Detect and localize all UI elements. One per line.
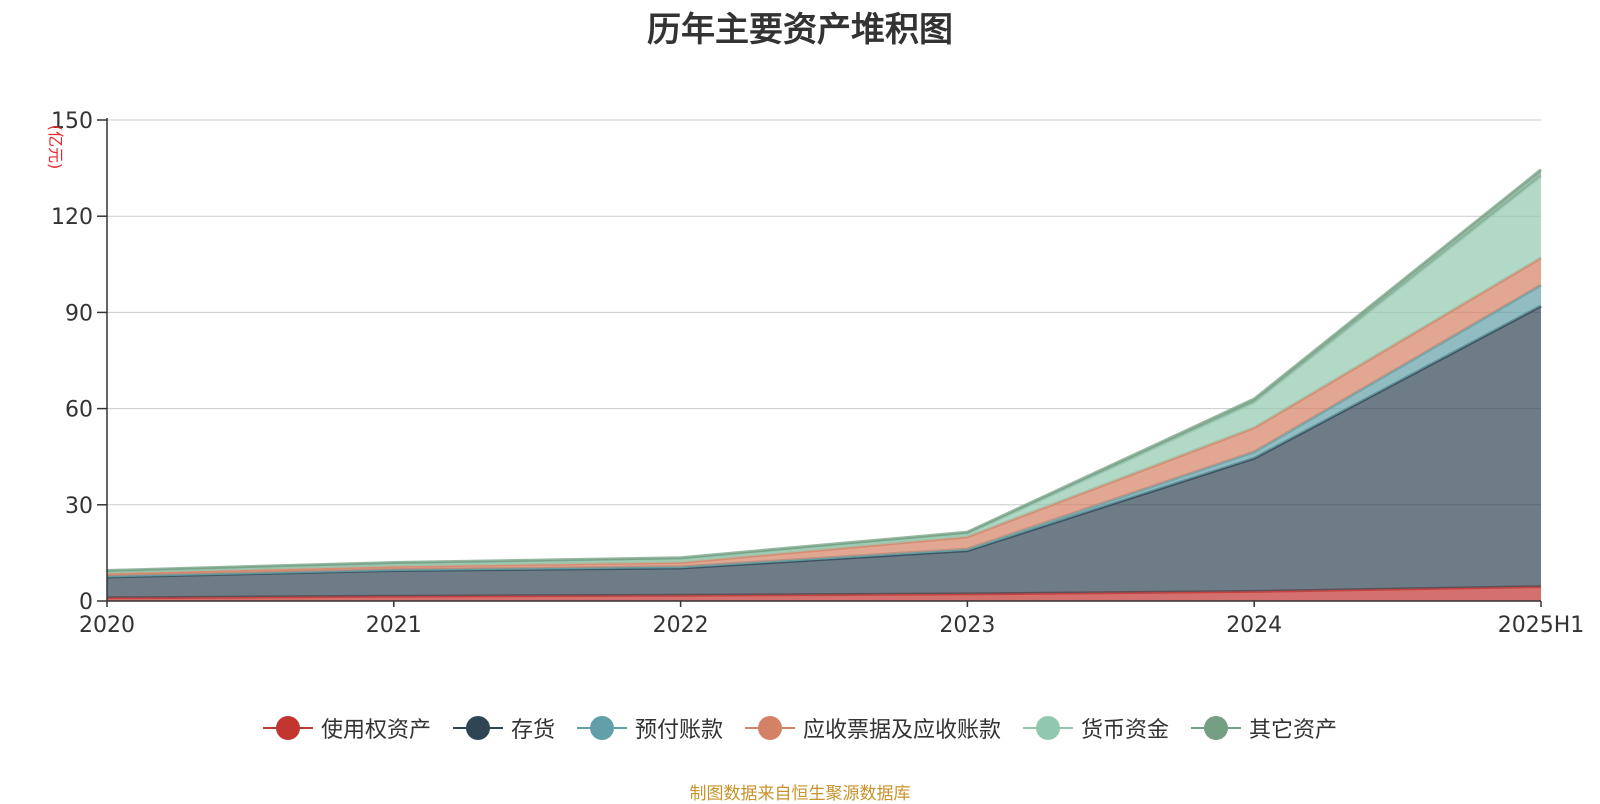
legend-item-5[interactable]: 货币资金 bbox=[1023, 712, 1169, 744]
legend-label: 预付账款 bbox=[634, 718, 723, 743]
y-tick-label-1: 30 bbox=[65, 494, 93, 519]
legend-label: 存货 bbox=[510, 718, 555, 743]
legend-label: 其它资产 bbox=[1249, 718, 1338, 743]
area-line-6 bbox=[106, 168, 1542, 572]
x-tick-label-0: 2020 bbox=[79, 613, 135, 638]
legend-marker-icon bbox=[262, 715, 313, 741]
area-series bbox=[106, 168, 1542, 601]
y-axis-unit-label: (亿元) bbox=[46, 125, 65, 170]
y-tick-label-4: 120 bbox=[51, 205, 93, 230]
x-tick-label-1: 2021 bbox=[366, 613, 422, 638]
y-tick-label-3: 90 bbox=[65, 301, 93, 326]
y-tick-label-0: 0 bbox=[79, 590, 93, 615]
tick-labels: 0 30 60 90 120 150 2020 2021 2022 2023 2024 2025H1 bbox=[51, 109, 1584, 638]
axes bbox=[97, 118, 1542, 607]
legend-item-3[interactable]: 预付账款 bbox=[576, 712, 723, 744]
legend: 使用权资产 存货 预付账款 应收票据及应收账款 货币资金 其它资产 bbox=[0, 712, 1600, 744]
x-tick-label-3: 2023 bbox=[939, 613, 995, 638]
legend-label: 使用权资产 bbox=[320, 718, 431, 743]
y-tick-label-5: 150 bbox=[51, 109, 93, 134]
legend-marker-icon bbox=[1023, 715, 1074, 741]
legend-marker-icon bbox=[576, 715, 627, 741]
legend-item-6[interactable]: 其它资产 bbox=[1191, 712, 1337, 744]
chart-title: 历年主要资产堆积图 bbox=[647, 10, 953, 50]
source-note: 制图数据来自恒生聚源数据库 bbox=[689, 784, 911, 804]
legend-marker-icon bbox=[745, 715, 795, 741]
x-tick-label-5: 2025H1 bbox=[1498, 613, 1585, 638]
legend-marker-icon bbox=[1191, 715, 1242, 741]
legend-marker-icon bbox=[452, 715, 503, 741]
area-2 bbox=[107, 306, 1541, 598]
legend-label: 货币资金 bbox=[1081, 718, 1170, 743]
legend-item-1[interactable]: 使用权资产 bbox=[262, 712, 431, 744]
x-tick-label-4: 2024 bbox=[1226, 613, 1282, 638]
legend-item-2[interactable]: 存货 bbox=[452, 712, 555, 744]
x-tick-label-2: 2022 bbox=[653, 613, 709, 638]
y-tick-label-2: 60 bbox=[65, 398, 93, 423]
legend-item-4[interactable]: 应收票据及应收账款 bbox=[745, 712, 1001, 744]
area-line-3 bbox=[106, 283, 1542, 578]
legend-label: 应收票据及应收账款 bbox=[803, 718, 1002, 743]
